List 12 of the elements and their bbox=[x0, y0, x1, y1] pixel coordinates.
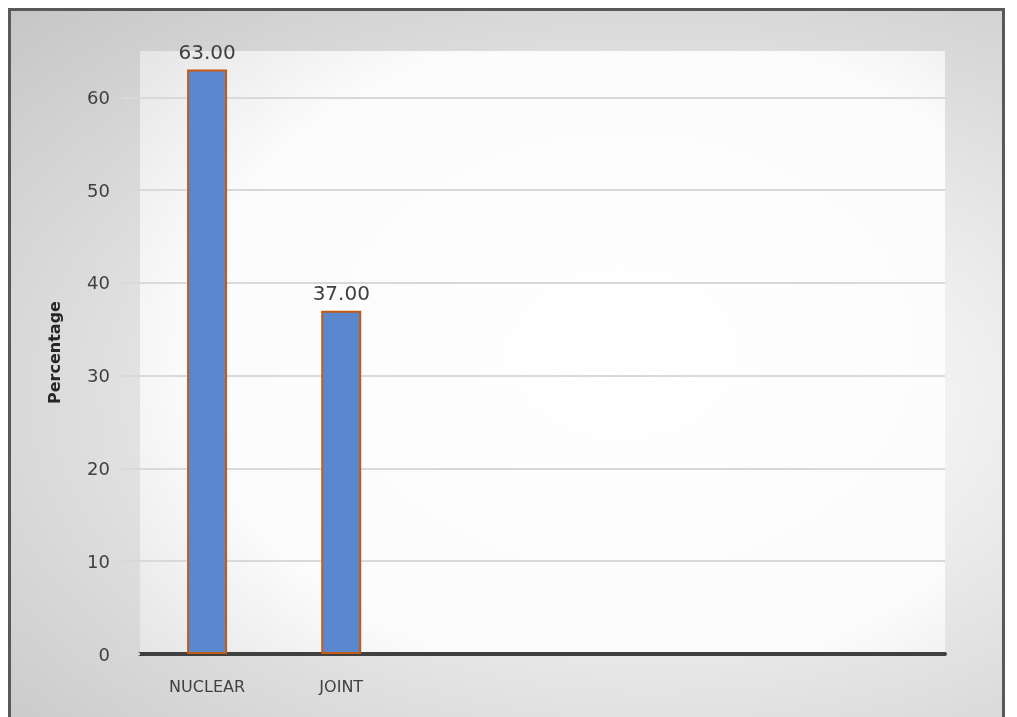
y-tick-label: 60 bbox=[87, 86, 110, 108]
x-tick-label: NUCLEAR bbox=[169, 676, 246, 696]
data-label: 63.00 bbox=[178, 39, 236, 64]
x-tick-label: JOINT bbox=[318, 676, 364, 696]
data-label: 37.00 bbox=[312, 280, 370, 305]
y-tick-label: 20 bbox=[87, 457, 110, 479]
y-tick-label: 10 bbox=[87, 550, 110, 572]
y-tick-label: 0 bbox=[98, 643, 110, 665]
y-tick-label: 30 bbox=[87, 365, 110, 387]
y-tick-label: 40 bbox=[87, 272, 110, 294]
y-tick-label: 50 bbox=[87, 179, 110, 201]
y-axis-title: Percentage bbox=[44, 300, 64, 404]
